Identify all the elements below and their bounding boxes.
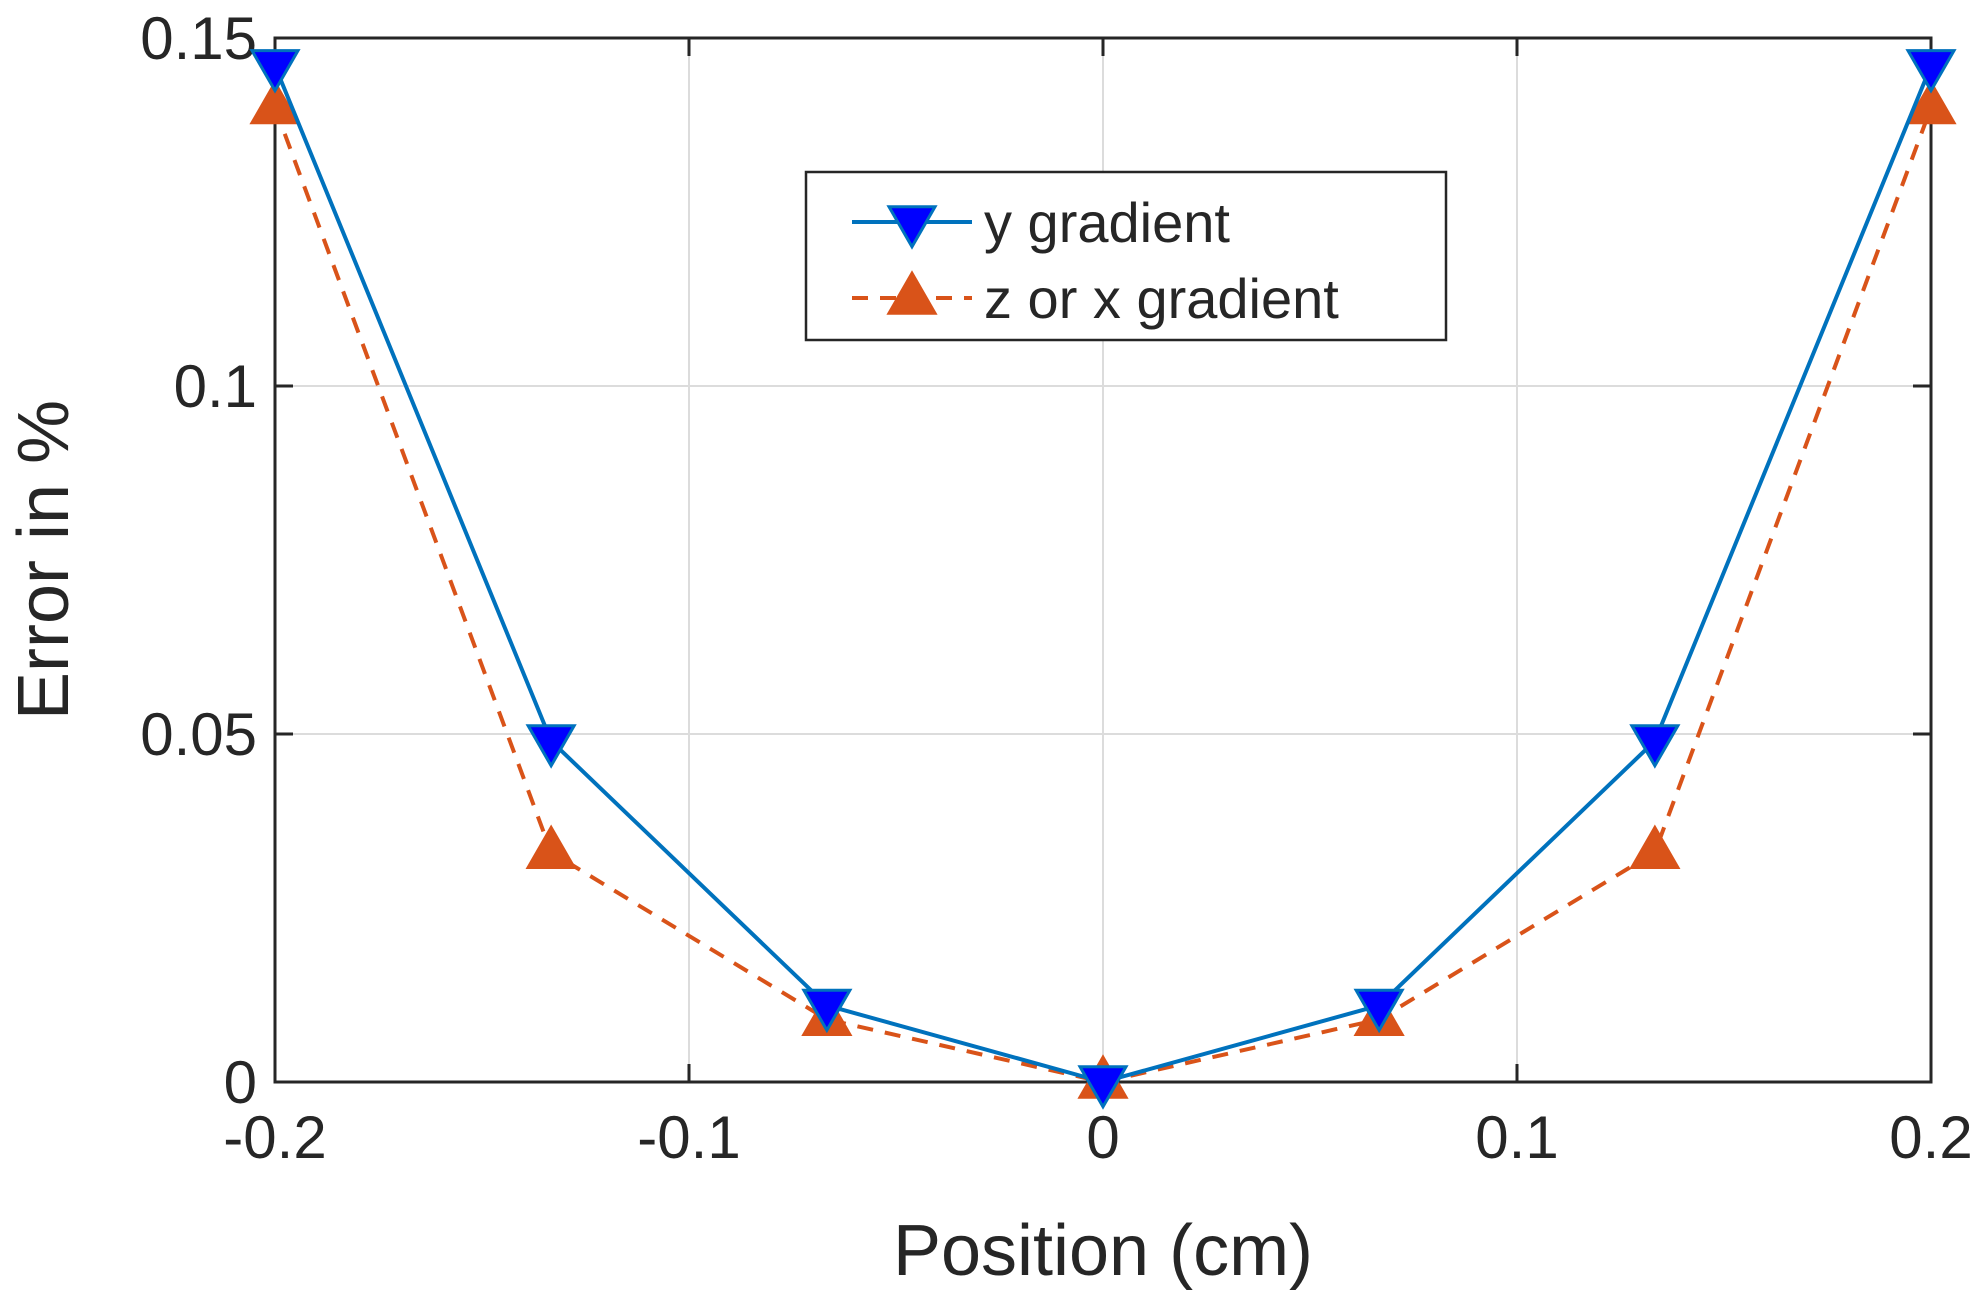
legend-marker [886, 270, 938, 315]
legend-label: z or x gradient [984, 267, 1339, 330]
x-tick-label: 0.2 [1889, 1104, 1972, 1171]
x-tick-label: -0.1 [637, 1104, 740, 1171]
data-point [1905, 79, 1957, 125]
data-point [525, 824, 577, 870]
data-point [1629, 724, 1681, 769]
legend-entry: y gradient [852, 191, 1230, 254]
data-point [801, 988, 853, 1034]
data-point [1629, 824, 1681, 870]
x-axis-label: Position (cm) [893, 1211, 1313, 1291]
series-y-gradient [249, 49, 1957, 1110]
data-point [1077, 1065, 1129, 1110]
data-point [249, 49, 301, 94]
series-layer [249, 49, 1957, 1110]
legend-label: y gradient [984, 191, 1230, 254]
x-tick-label: -0.2 [223, 1104, 326, 1171]
y-tick-label: 0 [224, 1049, 257, 1116]
data-point [1353, 988, 1405, 1034]
y-tick-label: 0.05 [140, 701, 257, 768]
legend-entry: z or x gradient [852, 267, 1339, 330]
legend: y gradient z or x gradient [804, 170, 1448, 342]
y-tick-label: 0.1 [174, 353, 257, 420]
data-point [525, 724, 577, 769]
x-tick-label: 0.1 [1475, 1104, 1558, 1171]
x-tick-label: 0 [1086, 1104, 1119, 1171]
data-point [249, 79, 301, 125]
legend-marker [886, 205, 938, 250]
data-point [1905, 49, 1957, 94]
y-axis-label: Error in % [4, 400, 84, 720]
y-tick-label: 0.15 [140, 5, 257, 72]
axis-ticks: -0.2 -0.1 0 0.1 0.2 0 0.05 0.1 0.15 [140, 5, 1972, 1171]
